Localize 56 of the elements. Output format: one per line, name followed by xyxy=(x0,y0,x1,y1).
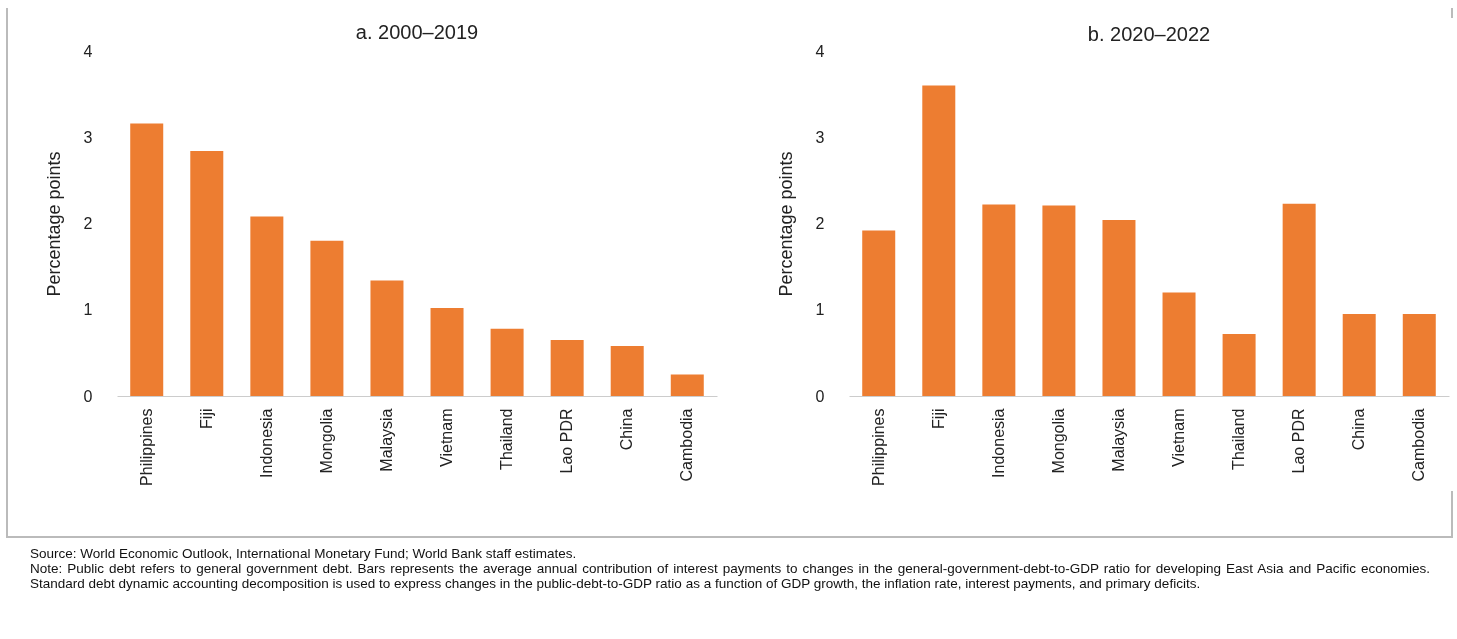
x-tick-label: Thailand xyxy=(1230,408,1248,470)
bar xyxy=(862,230,896,396)
bar xyxy=(1402,314,1436,396)
bar xyxy=(190,151,224,396)
bar xyxy=(430,308,464,396)
y-tick-label: 1 xyxy=(83,301,93,319)
y-tick-label: 3 xyxy=(815,128,825,146)
y-tick-label: 0 xyxy=(815,387,825,405)
x-tick-label: Philippines xyxy=(869,408,887,486)
text: Note: Public debt refers to general government debt. Bars represents the average annual contribution of interest payments to changes in the general-government-debt-to-GDP ratio for developing East Asia and Pacific economies. Standard debt dynamic accounting decomposition is used to express changes in the public-debt-to-GDP ratio as a function of GDP growth, the inflation rate, interest payments, and primary deficits. xyxy=(30,561,1430,591)
bar xyxy=(982,204,1016,396)
x-tick-label: Lao PDR xyxy=(558,408,576,474)
x-tick-label: Malaysia xyxy=(377,408,395,472)
bar xyxy=(490,328,524,396)
x-tick-label: Mongolia xyxy=(317,408,335,474)
source-note: Source: World Economic Outlook, International Monetary Fund; World Bank staff estimates. xyxy=(30,546,578,561)
bar xyxy=(670,374,704,396)
x-tick-label: Fiji xyxy=(197,408,215,429)
x-tick-label: Malaysia xyxy=(1109,408,1127,472)
bar xyxy=(250,216,284,396)
x-tick-label: Indonesia xyxy=(989,408,1007,478)
y-axis-title: Percentage points xyxy=(43,151,64,297)
y-tick-label: 1 xyxy=(815,301,825,319)
x-tick-label: Vietnam xyxy=(1170,408,1188,467)
x-tick-label: Cambodia xyxy=(1410,408,1428,482)
x-tick-label: Thailand xyxy=(498,408,516,470)
x-tick-label: Philippines xyxy=(137,408,155,486)
x-tick-label: Fiji xyxy=(929,408,947,429)
x-tick-label: Vietnam xyxy=(438,408,456,467)
bar xyxy=(1042,205,1076,396)
x-tick-label: China xyxy=(1350,408,1368,451)
x-tick-label: China xyxy=(618,408,636,451)
bar xyxy=(550,339,584,396)
bar xyxy=(1102,220,1136,396)
bar xyxy=(370,280,404,396)
chart-title: a. 2000–2019 xyxy=(355,21,479,43)
y-tick-label: 4 xyxy=(815,42,825,60)
x-tick-label: Lao PDR xyxy=(1290,408,1308,474)
bar xyxy=(922,85,956,396)
y-tick-label: 2 xyxy=(815,215,825,232)
bar xyxy=(310,240,344,396)
bar xyxy=(1342,314,1376,396)
y-tick-label: 2 xyxy=(83,215,93,232)
x-tick-label: Indonesia xyxy=(257,408,275,478)
bar xyxy=(1222,333,1256,396)
bar xyxy=(1162,292,1196,396)
chart-title: b. 2020–2022 xyxy=(1087,23,1211,45)
x-tick-label: Mongolia xyxy=(1049,408,1067,474)
y-tick-label: 3 xyxy=(83,128,93,146)
y-axis-title: Percentage points xyxy=(775,151,796,297)
y-tick-label: 0 xyxy=(83,387,93,405)
bar xyxy=(610,345,644,396)
x-tick-label: Cambodia xyxy=(678,408,696,482)
y-tick-label: 4 xyxy=(83,42,93,60)
bar xyxy=(1282,203,1316,396)
bar xyxy=(130,123,164,396)
